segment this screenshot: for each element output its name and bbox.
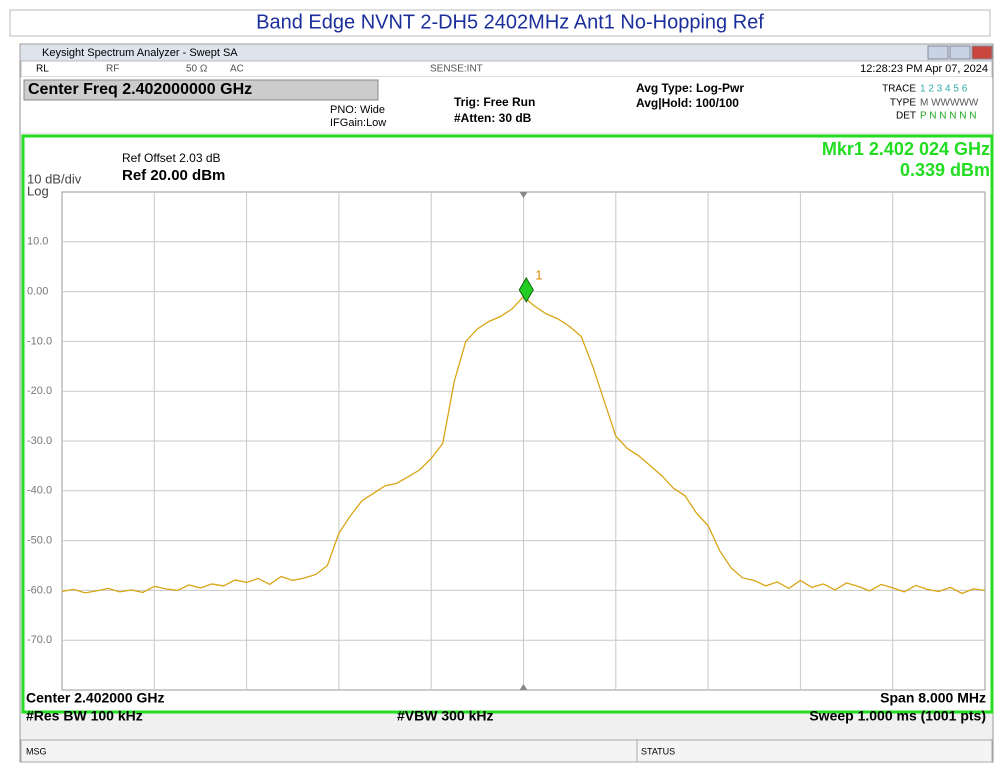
footer-span: Span 8.000 MHz <box>880 690 986 706</box>
y-tick-label: -60.0 <box>27 584 52 596</box>
ref-offset: Ref Offset 2.03 dB <box>122 151 221 165</box>
avg-hold: Avg|Hold: 100/100 <box>636 96 739 110</box>
avg-type: Avg Type: Log-Pwr <box>636 81 744 95</box>
trace-label: TRACE <box>882 84 916 95</box>
ifgain: IFGain:Low <box>330 117 386 129</box>
ref-level: Ref 20.00 dBm <box>122 167 225 184</box>
type-val: M WWWWW <box>920 98 979 109</box>
scale-type: Log <box>27 183 49 198</box>
pno: PNO: Wide <box>330 104 385 116</box>
title-bar <box>21 45 992 61</box>
rf: RF <box>106 64 119 75</box>
y-tick-label: 10.0 <box>27 236 48 248</box>
marker-label: 1 <box>535 267 542 282</box>
y-tick-label: -30.0 <box>27 435 52 447</box>
minimize-button[interactable] <box>927 45 949 60</box>
message-bar <box>20 739 993 763</box>
footer-res-bw: #Res BW 100 kHz <box>26 708 143 724</box>
scale: 10 dB/div <box>27 171 82 186</box>
det-val: P N N N N N <box>920 111 977 122</box>
center-freq: Center Freq 2.402000000 GHz <box>28 81 252 98</box>
det-label: DET <box>896 111 916 122</box>
rl: RL <box>36 64 49 75</box>
y-tick-label: -50.0 <box>27 535 52 547</box>
marker-level: 0.339 dBm <box>900 160 990 180</box>
atten: #Atten: 30 dB <box>454 111 532 125</box>
center-marker-top <box>519 192 528 198</box>
y-tick-label: -40.0 <box>27 485 52 497</box>
coupling: AC <box>230 64 244 75</box>
marker <box>518 276 534 303</box>
type-label: TYPE <box>890 98 916 109</box>
footer-vbw: #VBW 300 kHz <box>397 708 493 724</box>
y-tick-label: -10.0 <box>27 335 52 347</box>
sense: SENSE:INT <box>430 64 483 75</box>
center-marker-bottom <box>519 684 528 690</box>
close-button[interactable] <box>971 45 993 60</box>
status: STATUS <box>641 746 675 756</box>
center-freq-box[interactable] <box>23 79 379 101</box>
page-title: Band Edge NVNT 2-DH5 2402MHz Ant1 No-Hop… <box>256 11 764 33</box>
status-row <box>20 60 993 78</box>
trig: Trig: Free Run <box>454 95 535 109</box>
footer-sweep: Sweep 1.000 ms (1001 pts) <box>809 708 986 724</box>
y-tick-label: -70.0 <box>27 634 52 646</box>
trace-nums: 1 2 3 4 5 6 <box>920 84 968 95</box>
marker-freq: Mkr1 2.402 024 GHz <box>822 139 990 159</box>
y-tick-label: -20.0 <box>27 385 52 397</box>
maximize-button[interactable] <box>949 45 971 60</box>
y-tick-label: 0.00 <box>27 286 48 298</box>
footer-center: Center 2.402000 GHz <box>26 690 165 706</box>
window-title: Keysight Spectrum Analyzer - Swept SA <box>42 47 238 59</box>
datetime: 12:28:23 PM Apr 07, 2024 <box>860 63 988 75</box>
title-box <box>9 9 991 37</box>
plot: 10.0 0.00 -10.0 -20.0 -30.0 -40.0 -50.0 -60.0 -7… <box>27 191 986 691</box>
impedance: 50 Ω <box>186 64 208 75</box>
msg: MSG <box>26 746 47 756</box>
